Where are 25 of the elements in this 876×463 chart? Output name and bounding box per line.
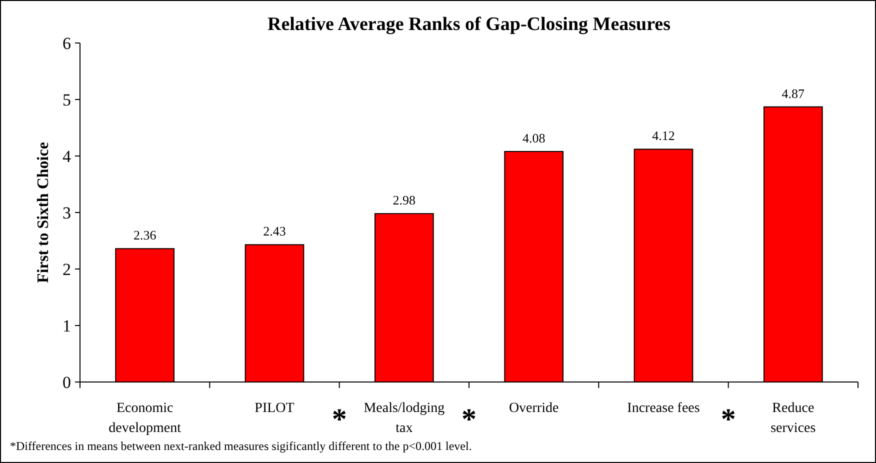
x-tick-label: Reduce services (770, 401, 816, 436)
text: * (720, 403, 736, 436)
x-tick-label: Economic development (108, 401, 182, 436)
y-axis-title: First to Sixth Choice (35, 142, 52, 283)
text: *Differences in means between next-ranked measures sigificantly different to the p<0.001 level. (10, 439, 472, 453)
text: * (332, 403, 347, 436)
y-tick-label: 1 (62, 316, 71, 336)
y-tick-label: 0 (62, 373, 71, 392)
x-tick-label: Override (508, 401, 559, 416)
data-label: 4.08 (522, 130, 546, 146)
data-label: 2.98 (392, 192, 416, 208)
data-label: 2.36 (133, 228, 157, 243)
x-tick-label: Meals/lodging tax (364, 401, 445, 436)
y-tick-label: 3 (62, 204, 71, 222)
data-label: 4.87 (782, 86, 806, 101)
data-label: 2.43 (263, 224, 286, 239)
data-label: 4.12 (652, 128, 675, 144)
y-tick-label: 6 (62, 34, 71, 53)
y-tick-label: 2 (62, 260, 71, 279)
text: * (462, 403, 476, 436)
chart-title: Relative Average Ranks of Gap-Closing Measures (267, 14, 671, 35)
x-tick-label: Increase fees (627, 401, 700, 416)
x-tick-label: PILOT (254, 401, 295, 416)
y-tick-label: 4 (62, 147, 72, 166)
y-tick-label: 5 (62, 90, 71, 110)
